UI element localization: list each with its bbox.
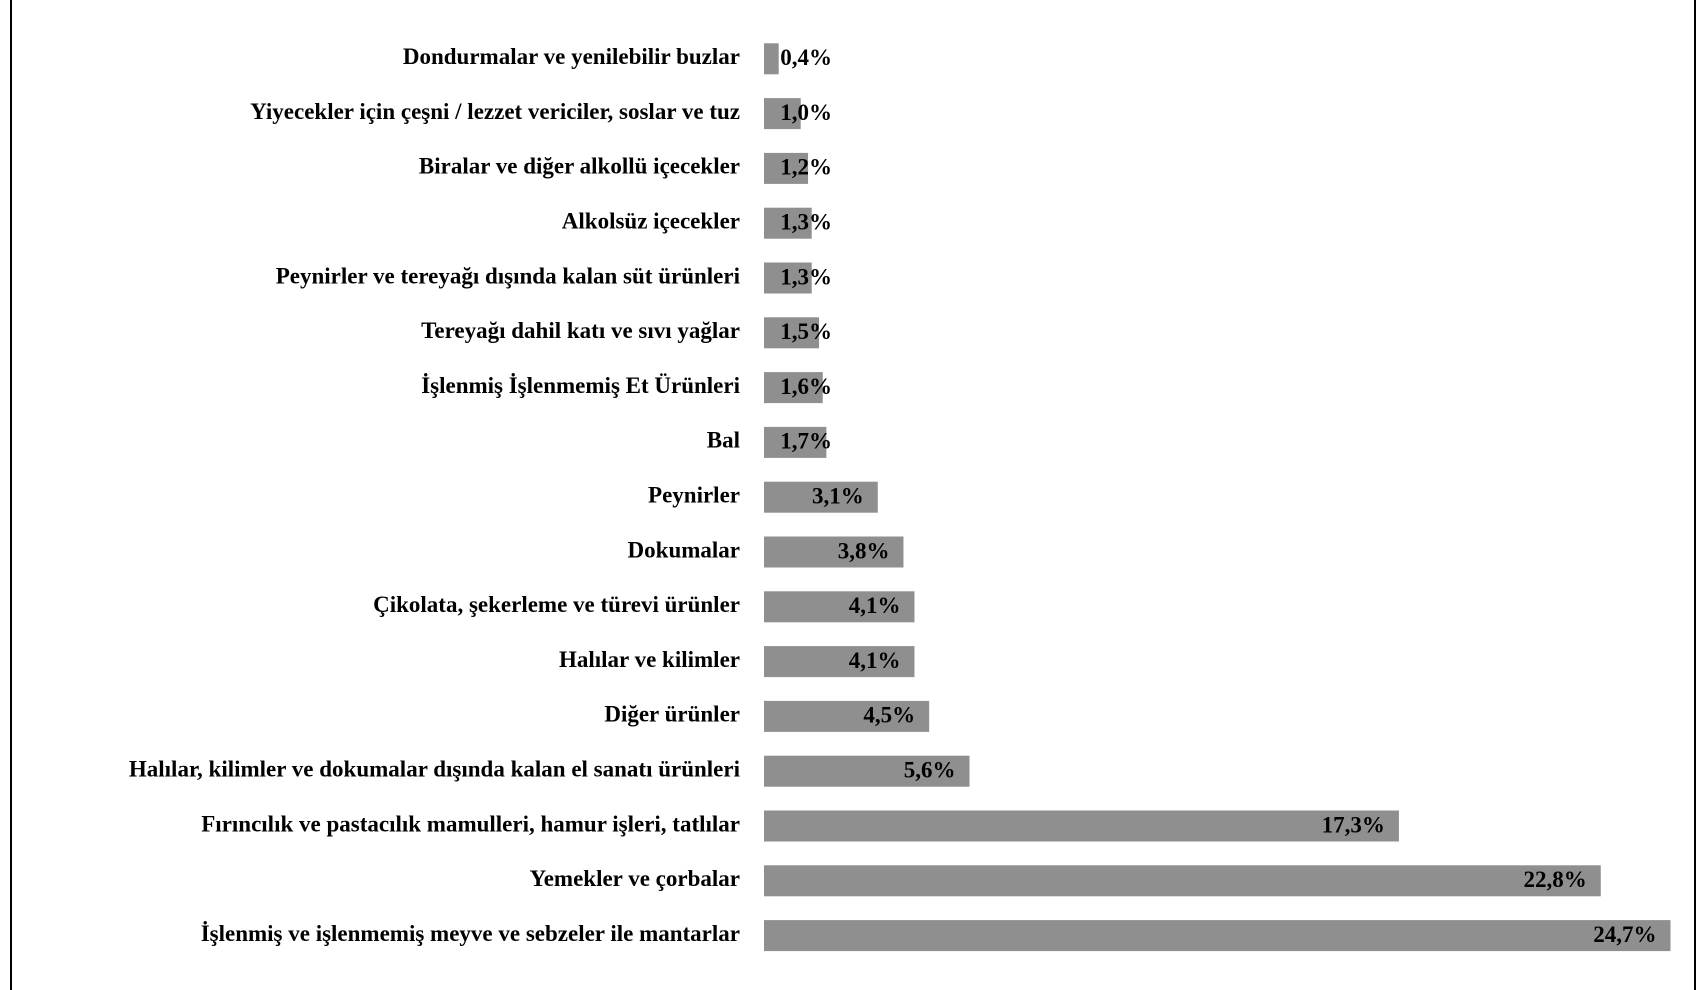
value-label: 5,6% <box>904 757 956 782</box>
value-label: 1,6% <box>780 374 832 399</box>
value-label: 0,4% <box>780 45 832 70</box>
bar <box>764 865 1601 897</box>
category-label: Halılar ve kilimler <box>559 647 740 672</box>
value-label: 1,3% <box>780 209 832 234</box>
bar <box>764 207 812 239</box>
category-label: Peynirler ve tereyağı dışında kalan süt … <box>276 263 741 288</box>
chart-frame <box>10 0 1696 990</box>
bar <box>764 646 915 678</box>
bar <box>764 372 823 404</box>
category-label: Yemekler ve çorbalar <box>530 866 740 891</box>
category-label: Yiyecekler için çeşni / lezzet vericiler… <box>250 99 740 124</box>
value-label: 4,5% <box>863 703 915 728</box>
category-label: Fırıncılık ve pastacılık mamulleri, hamu… <box>201 811 740 836</box>
category-label: Diğer ürünler <box>604 702 740 727</box>
value-label: 1,0% <box>780 100 832 125</box>
category-label: Dokumalar <box>628 537 740 562</box>
bar <box>764 481 878 513</box>
value-label: 1,2% <box>780 155 832 180</box>
bar <box>764 426 827 458</box>
bar <box>764 591 915 623</box>
value-label: 1,3% <box>780 264 832 289</box>
value-label: 3,8% <box>838 538 890 563</box>
category-label: Alkolsüz içecekler <box>562 208 740 233</box>
bar <box>764 152 809 184</box>
category-label: İşlenmiş ve işlenmemiş meyve ve sebzeler… <box>201 921 740 946</box>
category-label: İşlenmiş İşlenmemiş Et Ürünleri <box>421 373 740 398</box>
value-label: 1,5% <box>780 319 832 344</box>
value-label: 24,7% <box>1593 922 1656 947</box>
value-label: 4,1% <box>849 648 901 673</box>
value-label: 22,8% <box>1524 867 1587 892</box>
category-label: Tereyağı dahil katı ve sıvı yağlar <box>421 318 740 343</box>
category-label: Bal <box>707 428 740 453</box>
bar <box>764 920 1671 952</box>
value-label: 3,1% <box>812 483 864 508</box>
category-label: Dondurmalar ve yenilebilir buzlar <box>403 44 740 69</box>
category-label: Peynirler <box>648 482 740 507</box>
value-label: 4,1% <box>849 593 901 618</box>
value-label: 1,7% <box>780 429 832 454</box>
category-label: Biralar ve diğer alkollü içecekler <box>419 154 740 179</box>
category-label: Halılar, kilimler ve dokumalar dışında k… <box>129 756 741 781</box>
bar <box>764 317 820 349</box>
bar <box>764 700 930 732</box>
bar <box>764 536 904 568</box>
bar <box>764 98 801 130</box>
bar <box>764 262 812 294</box>
bar <box>764 43 779 75</box>
bar <box>764 810 1399 842</box>
bar <box>764 755 970 787</box>
value-label: 17,3% <box>1322 812 1385 837</box>
category-label: Çikolata, şekerleme ve türevi ürünler <box>373 592 740 617</box>
